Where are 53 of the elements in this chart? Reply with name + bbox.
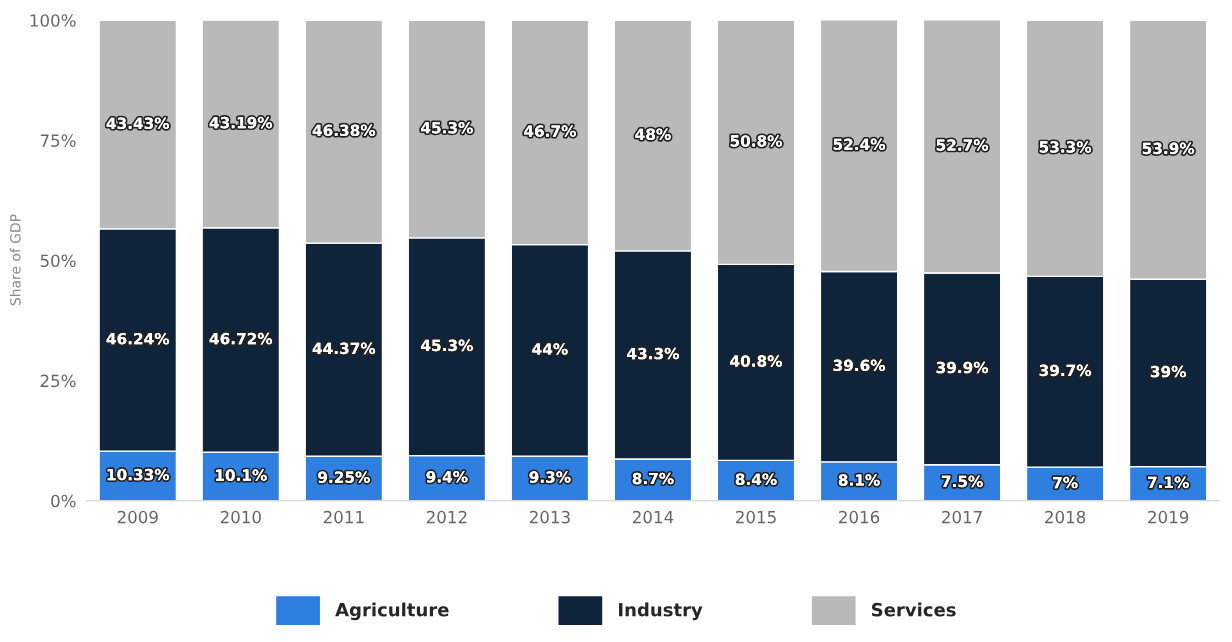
data-label: 46.24% — [106, 332, 170, 345]
data-label: 9.3% — [529, 471, 571, 483]
data-label: 10.33% — [107, 468, 170, 481]
data-label: 53.3% — [1039, 141, 1092, 153]
data-label: 40.8% — [730, 355, 783, 367]
x-tick-label: 2015 — [736, 510, 776, 524]
data-label: 39% — [1150, 365, 1186, 378]
y-tick-label: 25% — [40, 374, 76, 388]
x-tick-label: 2019 — [1148, 510, 1189, 524]
data-label: 7.5% — [941, 475, 983, 488]
y-tick-label: 75% — [40, 134, 76, 147]
data-label: 52.7% — [936, 139, 989, 151]
x-tick-label: 2017 — [942, 510, 982, 524]
data-label: 39.7% — [1039, 364, 1092, 377]
x-tick-label: 2018 — [1045, 510, 1086, 524]
data-label: 8.4% — [735, 473, 777, 486]
y-tick-label: 50% — [40, 254, 76, 268]
data-label: 9.25% — [318, 471, 370, 483]
data-label: 46.72% — [209, 332, 273, 345]
data-label: 39.9% — [936, 361, 989, 374]
data-label: 39.6% — [833, 359, 886, 372]
data-label: 50.8% — [730, 135, 783, 147]
legend-label: Agriculture — [335, 602, 449, 621]
data-label: 53.9% — [1142, 142, 1195, 155]
data-label: 7.1% — [1148, 476, 1189, 489]
x-tick-label: 2012 — [426, 510, 467, 524]
data-label: 48% — [635, 128, 671, 140]
x-tick-label: 2009 — [117, 510, 158, 524]
data-label: 9.4% — [426, 471, 468, 483]
data-label: 52.4% — [833, 138, 886, 151]
data-label: 43.19% — [209, 116, 273, 129]
x-tick-label: 2011 — [323, 510, 364, 524]
data-label: 7% — [1053, 476, 1078, 489]
legend-label: Industry — [619, 602, 703, 621]
data-label: 45.3% — [421, 339, 473, 352]
data-label: 8.1% — [838, 474, 880, 486]
x-tick-label: 2016 — [839, 510, 880, 524]
x-tick-label: 2014 — [632, 510, 674, 524]
legend-label: Services — [871, 602, 956, 617]
y-tick-label: 0% — [51, 494, 76, 508]
data-label: 44% — [532, 343, 568, 355]
x-tick-label: 2013 — [529, 510, 570, 524]
data-label: 10.1% — [216, 469, 267, 481]
x-tick-label: 2010 — [220, 510, 261, 524]
y-axis-title: Share of GDP — [9, 214, 21, 306]
data-label: 8.7% — [632, 472, 674, 485]
y-tick-label: 100% — [30, 14, 76, 27]
data-label: 45.3% — [421, 121, 473, 134]
data-label: 46.38% — [312, 124, 376, 137]
data-label: 44.37% — [312, 342, 376, 355]
data-label: 43.3% — [627, 347, 679, 360]
data-label: 46.7% — [524, 125, 576, 137]
data-label: 43.43% — [106, 117, 170, 129]
